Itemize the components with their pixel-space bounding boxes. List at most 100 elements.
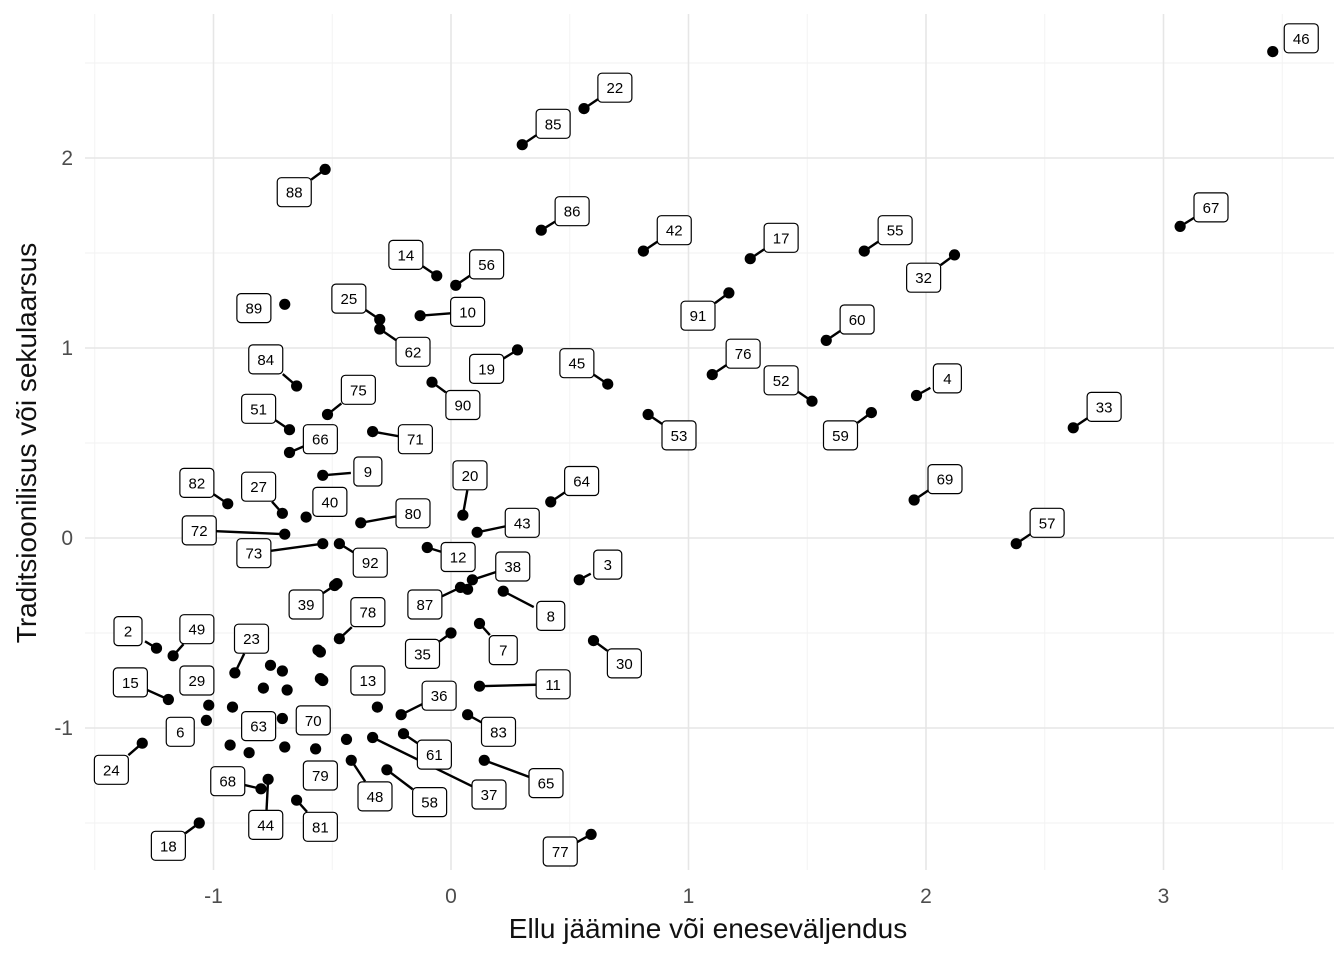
point-label: 18 [150, 830, 186, 861]
point-label: 35 [404, 638, 441, 670]
point-label-box [241, 471, 277, 502]
point-label: 15 [112, 667, 148, 698]
point-label: 25 [331, 283, 367, 314]
point-label-box [488, 634, 518, 666]
data-point [300, 511, 312, 523]
point-label-text: 39 [298, 597, 315, 614]
point-label-box [763, 365, 799, 396]
point-label-text: 71 [407, 432, 424, 449]
data-point [276, 507, 288, 519]
data-point [744, 253, 756, 265]
point-label: 7 [488, 634, 518, 666]
point-label: 88 [276, 177, 312, 208]
data-point [167, 650, 179, 662]
point-label-text: 8 [547, 608, 555, 625]
data-point [642, 408, 654, 421]
data-point [948, 249, 961, 261]
label-connector [216, 529, 285, 536]
point-label: 37 [471, 779, 507, 810]
point-label-text: 33 [1096, 399, 1113, 416]
point-label-text: 38 [504, 559, 521, 576]
point-label-box [416, 739, 452, 770]
data-point [637, 245, 649, 257]
point-label-text: 43 [514, 515, 531, 532]
point-label-text: 3 [604, 557, 612, 574]
point-label-box [495, 551, 531, 582]
point-label: 77 [542, 836, 578, 867]
point-label-text: 81 [312, 819, 329, 836]
point-label-box [445, 389, 481, 421]
point-label-text: 20 [462, 468, 479, 485]
data-point [319, 163, 331, 175]
point-label-box [535, 108, 571, 139]
point-label-text: 63 [250, 719, 267, 736]
point-label-text: 57 [1039, 515, 1056, 532]
point-label: 89 [236, 293, 272, 324]
data-point [226, 701, 239, 713]
point-label-text: 77 [552, 844, 569, 861]
data-point [395, 709, 407, 721]
point-label-box [542, 836, 578, 867]
point-label: 85 [535, 108, 571, 139]
point-label: 8 [536, 600, 566, 632]
y-tick-label: 1 [61, 337, 73, 360]
label-connector [360, 515, 397, 524]
point-label: 55 [877, 215, 913, 246]
point-label-box [480, 716, 517, 747]
point-label-text: 78 [360, 605, 377, 622]
point-label: 23 [233, 623, 270, 654]
data-point [264, 659, 277, 671]
data-point [820, 334, 832, 346]
point-label-text: 12 [450, 550, 467, 567]
point-label-text: 25 [341, 291, 358, 308]
point-label-box [1029, 507, 1065, 538]
data-point [1010, 538, 1022, 550]
data-point [200, 714, 212, 727]
y-tick-label: 2 [61, 147, 73, 170]
data-point [314, 646, 326, 658]
point-label-text: 58 [421, 795, 438, 812]
x-tick-label: -1 [204, 885, 223, 908]
label-connectors [127, 98, 1195, 844]
point-label-text: 88 [286, 185, 303, 202]
point-label-box [113, 615, 143, 647]
point-label: 40 [312, 486, 348, 517]
point-label-text: 69 [937, 472, 954, 489]
point-label: 27 [241, 471, 277, 502]
point-label-box [450, 296, 486, 327]
point-label-box [680, 300, 716, 331]
point-label-text: 24 [103, 762, 120, 779]
data-point [317, 538, 329, 550]
data-point [457, 509, 469, 521]
point-label-box [352, 547, 388, 578]
data-point [279, 741, 291, 753]
data-point [381, 764, 393, 776]
point-label-box [877, 215, 913, 246]
point-label-box [421, 680, 457, 711]
point-label-text: 46 [1293, 31, 1310, 48]
data-point [511, 344, 524, 356]
point-label: 87 [407, 589, 443, 620]
data-point [222, 498, 234, 510]
data-point [367, 426, 379, 438]
point-label: 67 [1193, 192, 1229, 223]
y-axis-title: Traditsioonilisus või sekulaarsus [11, 243, 42, 643]
data-point [466, 574, 478, 586]
point-label-box [181, 515, 217, 546]
point-label-text: 18 [160, 838, 177, 855]
point-label: 6 [165, 716, 195, 747]
data-point [162, 693, 174, 706]
data-point [573, 574, 585, 586]
data-point [1067, 422, 1079, 434]
point-label-text: 10 [459, 304, 476, 321]
data-point [279, 298, 291, 310]
point-label-box [165, 716, 195, 747]
data-point [374, 323, 386, 335]
point-label-box [471, 779, 507, 810]
point-label-box [404, 638, 441, 670]
point-label: 76 [725, 338, 761, 369]
point-label-text: 68 [219, 774, 236, 791]
